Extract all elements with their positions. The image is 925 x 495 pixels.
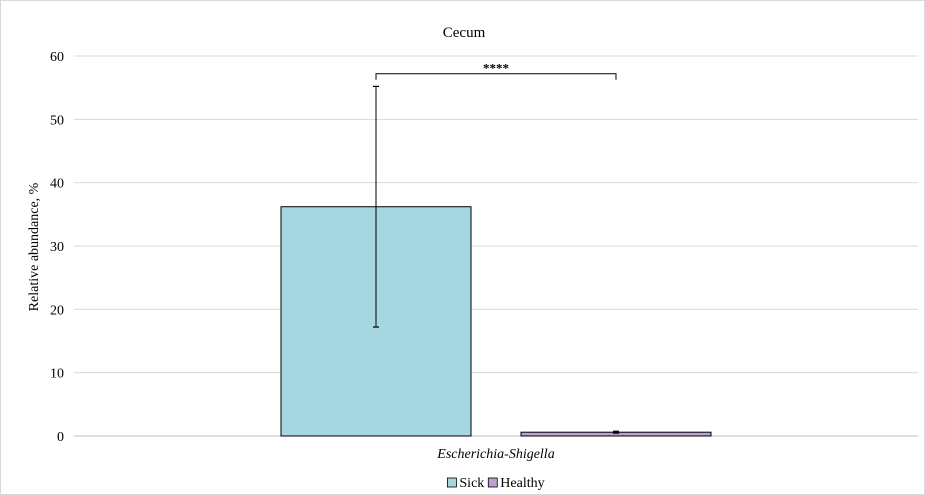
legend-label: Healthy xyxy=(500,476,544,491)
y-tick-label: 0 xyxy=(57,430,64,445)
y-tick-label: 30 xyxy=(50,240,64,255)
x-category-label: Escherichia-Shigella xyxy=(436,447,554,462)
legend: Sick Healthy xyxy=(446,476,545,491)
legend-item-sick: Sick xyxy=(446,476,484,491)
gridlines xyxy=(74,55,918,437)
y-tick-label: 40 xyxy=(50,177,64,192)
y-axis-label: Relative abundance, % xyxy=(27,182,42,311)
y-tick-label: 50 xyxy=(50,113,64,128)
error-bars xyxy=(373,85,619,434)
y-tick-label: 60 xyxy=(50,50,64,65)
bars xyxy=(280,206,712,437)
chart-title: Cecum xyxy=(443,25,486,41)
significance-label: **** xyxy=(483,61,509,76)
significance-line xyxy=(375,73,617,80)
legend-label: Sick xyxy=(459,476,484,491)
x-category-labels: Escherichia-Shigella xyxy=(436,447,554,462)
y-tick-label: 20 xyxy=(50,303,64,318)
legend-swatch xyxy=(446,477,457,488)
legend-swatch xyxy=(487,477,498,488)
y-tick-label: 10 xyxy=(50,367,64,382)
y-tick-labels: 0 10 20 30 40 50 60 xyxy=(50,50,64,445)
legend-item-healthy: Healthy xyxy=(487,476,545,491)
significance-bracket: **** xyxy=(375,61,617,80)
